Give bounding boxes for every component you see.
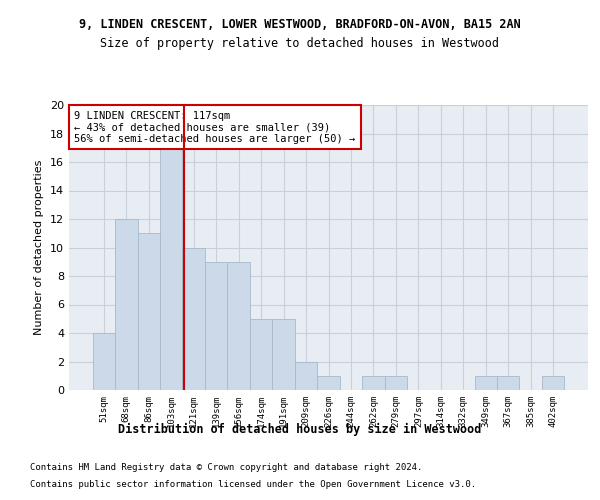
Text: Size of property relative to detached houses in Westwood: Size of property relative to detached ho… — [101, 38, 499, 51]
Bar — [137, 233, 160, 390]
Bar — [475, 376, 497, 390]
Bar — [295, 362, 317, 390]
Bar — [115, 219, 137, 390]
Bar — [160, 148, 182, 390]
Y-axis label: Number of detached properties: Number of detached properties — [34, 160, 44, 335]
Bar — [227, 262, 250, 390]
Text: 9 LINDEN CRESCENT: 117sqm
← 43% of detached houses are smaller (39)
56% of semi-: 9 LINDEN CRESCENT: 117sqm ← 43% of detac… — [74, 110, 355, 144]
Bar — [250, 319, 272, 390]
Text: 9, LINDEN CRESCENT, LOWER WESTWOOD, BRADFORD-ON-AVON, BA15 2AN: 9, LINDEN CRESCENT, LOWER WESTWOOD, BRAD… — [79, 18, 521, 30]
Bar — [362, 376, 385, 390]
Bar — [92, 333, 115, 390]
Bar — [272, 319, 295, 390]
Bar — [542, 376, 565, 390]
Bar — [385, 376, 407, 390]
Text: Contains public sector information licensed under the Open Government Licence v3: Contains public sector information licen… — [30, 480, 476, 489]
Bar — [205, 262, 227, 390]
Bar — [182, 248, 205, 390]
Bar — [497, 376, 520, 390]
Bar — [317, 376, 340, 390]
Text: Distribution of detached houses by size in Westwood: Distribution of detached houses by size … — [118, 422, 482, 436]
Text: Contains HM Land Registry data © Crown copyright and database right 2024.: Contains HM Land Registry data © Crown c… — [30, 462, 422, 471]
